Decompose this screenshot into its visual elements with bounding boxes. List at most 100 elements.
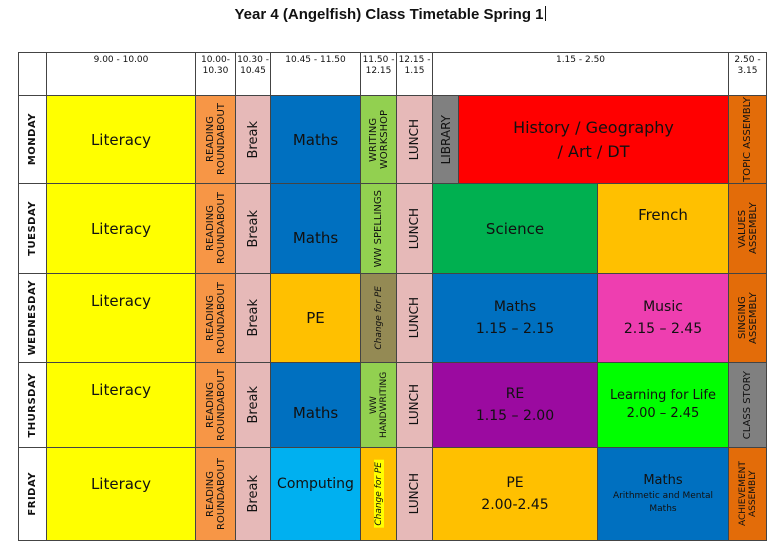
lesson-text: LIBRARY [438,114,453,165]
lesson-text: Learning for Life [609,388,716,403]
thursday-reading-roundabout: READING ROUNDABOUT [195,362,236,448]
header-time-8: 2.50 - 3.15 [728,52,767,96]
tuesday-ww-spellings: WW SPELLINGS [360,183,397,274]
lesson-text: Science [485,219,545,238]
lesson-text: READING ROUNDABOUT [204,192,227,265]
lesson-text: History / Geography / Art / DT [513,117,674,161]
friday-maths: Maths Arithmetic and Mental Maths [597,447,729,541]
wednesday-music: Music 2.15 – 2.45 [597,273,729,363]
lesson-text: Maths [292,228,339,247]
tuesday-maths: Maths [270,183,361,274]
day-text: FRIDAY [27,472,38,516]
lesson-text: Break [245,209,261,248]
lesson-time: 2.00 – 2.45 [626,406,700,421]
friday-break: Break [235,447,271,541]
monday-library: LIBRARY [432,95,459,184]
lesson-text: READING ROUNDABOUT [204,282,227,354]
friday-pe: PE 2.00-2.45 [432,447,598,541]
friday-reading-roundabout: READING ROUNDABOUT [195,447,236,541]
lesson-text: French [638,206,688,224]
lesson-text: Literacy [90,130,152,149]
lesson-text: WRITING WORKSHOP [367,109,390,170]
header-time-1: 9.00 - 10.00 [46,52,196,96]
lesson-text: PE [306,309,325,327]
friday-assembly: ACHIEVEMENT ASSEMBLY [728,447,767,541]
friday-change-for-pe: Change for PE [360,447,397,541]
page-title-text: Year 4 (Angelfish) Class Timetable Sprin… [234,6,544,23]
lesson-text: Maths [493,299,537,315]
friday-lunch: LUNCH [396,447,433,541]
lesson-text: CLASS STORY [742,370,753,440]
lesson-text: Literacy [90,381,152,399]
thursday-lunch: LUNCH [396,362,433,448]
friday-literacy: Literacy [46,447,196,541]
monday-topic: History / Geography / Art / DT [458,95,729,184]
page-title: Year 4 (Angelfish) Class Timetable Sprin… [0,6,780,23]
lesson-text: WW SPELLINGS [373,189,384,268]
lesson-text: Maths [643,473,683,488]
tuesday-literacy: Literacy [46,183,196,274]
lesson-time: 2.15 – 2.45 [623,321,703,337]
lesson-text: READING ROUNDABOUT [204,103,227,176]
monday-lunch: LUNCH [396,95,433,184]
lesson-text: VALUES ASSEMBLY [736,202,759,255]
tuesday-assembly: VALUES ASSEMBLY [728,183,767,274]
tuesday-french: French [597,183,729,274]
tuesday-break: Break [235,183,271,274]
lesson-text: LUNCH [407,384,421,426]
monday-break: Break [235,95,271,184]
lesson-text: Break [245,386,261,424]
day-label-monday: MONDAY [18,95,47,184]
day-label-thursday: THURSDAY [18,362,47,448]
lesson-text: SINGING ASSEMBLY [736,292,759,344]
lesson-text: TOPIC ASSEMBLY [742,97,753,182]
tuesday-lunch: LUNCH [396,183,433,274]
wednesday-break: Break [235,273,271,363]
wednesday-pe: PE [270,273,361,363]
lesson-text: ACHIEVEMENT ASSEMBLY [737,461,758,527]
day-text: MONDAY [27,113,38,166]
lesson-text: Break [245,475,261,513]
wednesday-change-for-pe: Change for PE [360,273,397,363]
friday-computing: Computing [270,447,361,541]
day-label-tuesday: TUESDAY [18,183,47,274]
lesson-text: READING ROUNDABOUT [204,369,227,441]
thursday-class-story: CLASS STORY [728,362,767,448]
lesson-text: RE [505,386,525,402]
header-time-5: 11.50 - 12.15 [360,52,397,96]
thursday-maths: Maths [270,362,361,448]
wednesday-lunch: LUNCH [396,273,433,363]
header-time-7: 1.15 - 2.50 [432,52,729,96]
lesson-text: Break [245,120,261,159]
day-text: TUESDAY [27,201,38,256]
wednesday-assembly: SINGING ASSEMBLY [728,273,767,363]
monday-assembly: TOPIC ASSEMBLY [728,95,767,184]
wednesday-maths: Maths 1.15 – 2.15 [432,273,598,363]
header-time-2: 10.00- 10.30 [195,52,236,96]
lesson-text: LUNCH [407,297,421,339]
day-text: WEDNESDAY [27,280,38,356]
lesson-text: Break [245,299,261,337]
day-text: THURSDAY [27,372,38,438]
tuesday-reading-roundabout: READING ROUNDABOUT [195,183,236,274]
monday-maths: Maths [270,95,361,184]
lesson-text: Change for PE [373,286,384,350]
thursday-ww-handwriting: WW HANDWRITING [360,362,397,448]
lesson-text: WW HANDWRITING [368,371,389,439]
tuesday-science: Science [432,183,598,274]
header-time-6: 12.15 - 1.15 [396,52,433,96]
lesson-text: Music [643,299,683,315]
day-label-wednesday: WEDNESDAY [18,273,47,363]
header-time-3: 10.30 - 10.45 [235,52,271,96]
lesson-text: LUNCH [407,207,421,250]
header-time-4: 10.45 - 11.50 [270,52,361,96]
lesson-text: Maths [292,404,339,422]
corner-cell [18,52,47,96]
lesson-text: Literacy [90,292,152,310]
thursday-break: Break [235,362,271,448]
lesson-text: Computing [277,476,354,492]
thursday-learning-for-life: Learning for Life 2.00 – 2.45 [597,362,729,448]
monday-reading-roundabout: READING ROUNDABOUT [195,95,236,184]
wednesday-reading-roundabout: READING ROUNDABOUT [195,273,236,363]
lesson-time: 1.15 – 2.00 [475,408,555,424]
